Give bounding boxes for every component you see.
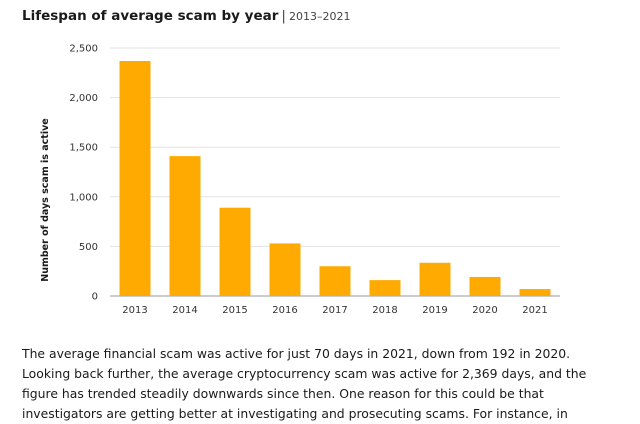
bar-2021: [519, 289, 551, 296]
x-tick-label-2016: 2016: [272, 305, 297, 316]
bar-2016: [269, 243, 301, 296]
bars: [119, 60, 551, 296]
chart-title-text: Lifespan of average scam by year: [22, 8, 279, 24]
y-tick-label: 2,500: [69, 44, 98, 55]
y-tick-label: 2,000: [69, 93, 98, 104]
y-tick-label: 0: [92, 292, 98, 303]
body-paragraph: The average financial scam was active fo…: [22, 346, 587, 421]
x-tick-label-2021: 2021: [522, 305, 547, 316]
bar-2014: [169, 156, 201, 296]
x-tick-label-2018: 2018: [372, 305, 397, 316]
y-tick-label: 1,500: [69, 143, 98, 154]
bar-2013: [119, 60, 151, 296]
title-separator: |: [281, 8, 286, 24]
x-tick-label-2013: 2013: [122, 305, 147, 316]
y-tick-labels: 0 500 1,000 1,500 2,000 2,500: [69, 44, 98, 303]
bar-2017: [319, 266, 351, 296]
chart-title: Lifespan of average scam by year | 2013–20…: [22, 8, 350, 24]
x-tick-labels: 2013 2014 2015 2016 2017 2018 2019 2020 2021: [122, 305, 547, 316]
x-tick-label-2017: 2017: [322, 305, 347, 316]
x-tick-label-2014: 2014: [172, 305, 197, 316]
bar-2018: [369, 280, 401, 296]
chart-subtitle: 2013–2021: [288, 10, 351, 23]
x-tick-label-2015: 2015: [222, 305, 247, 316]
bar-2020: [469, 276, 501, 296]
y-axis-label: Number of days scam is active: [40, 118, 51, 282]
x-tick-label-2019: 2019: [422, 305, 447, 316]
bar-2019: [419, 262, 451, 296]
y-tick-label: 500: [79, 242, 98, 253]
bar-2015: [219, 207, 251, 296]
x-tick-label-2020: 2020: [472, 305, 497, 316]
y-tick-label: 1,000: [69, 192, 98, 203]
